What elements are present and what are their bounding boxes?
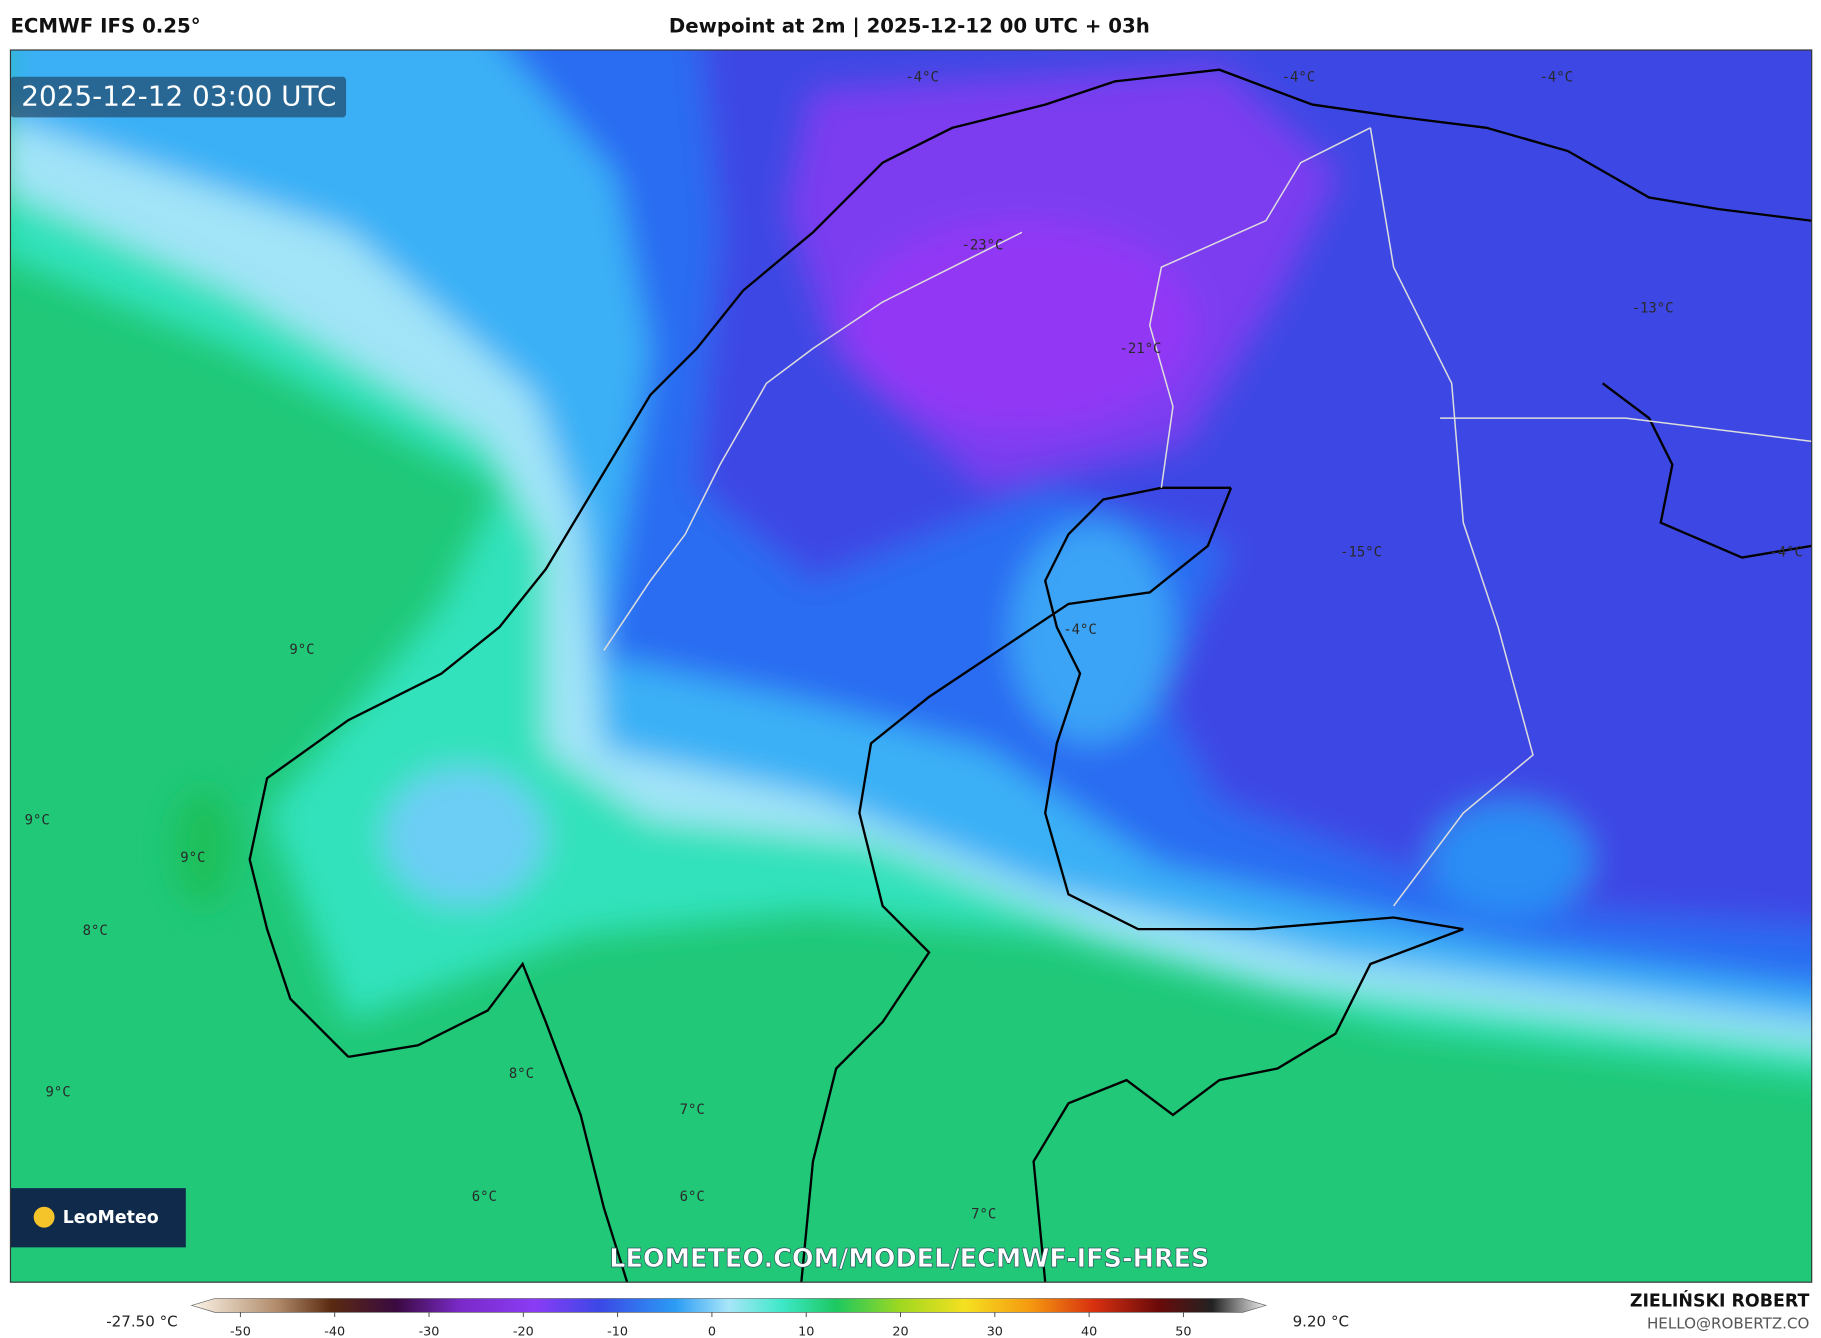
- contour-label: 9°C: [25, 813, 50, 829]
- field-violet: [847, 220, 1197, 430]
- borders: [603, 127, 1812, 907]
- logo-text: LeoMeteo: [63, 1208, 159, 1228]
- field-gulf: [1010, 522, 1173, 744]
- coast-finland: [1043, 486, 1464, 931]
- border-fi-ru: [1369, 127, 1534, 907]
- watermark: LEOMETEO.COM/MODEL/ECMWF-IFS-HRES: [609, 1244, 1209, 1274]
- contour-label: 9°C: [289, 642, 314, 658]
- contour-label: 9°C: [45, 1084, 70, 1100]
- contour-label: 8°C: [83, 923, 108, 939]
- field-mountain: [383, 766, 546, 906]
- colorbar: -50 -40 -30 -20 -10 0 10 20 30 40 50: [190, 1298, 1268, 1338]
- contour-labels: -4°C -4°C -4°C -23°C -21°C -13°C -15°C -4°C -4°C…: [25, 69, 1803, 1222]
- colorbar-tick-label: -30: [419, 1325, 440, 1338]
- map-frame: [9, 49, 1813, 1283]
- contour-label: 7°C: [971, 1206, 996, 1222]
- border-no-se: [603, 231, 1023, 651]
- contour-label: -4°C: [1282, 69, 1316, 85]
- logo-sun: [33, 1206, 55, 1228]
- contour-label: -4°C: [1539, 69, 1573, 85]
- contour-label: -13°C: [1632, 300, 1674, 316]
- colorbar-tick-label: 40: [1081, 1325, 1097, 1338]
- contour-label: -21°C: [1119, 341, 1161, 357]
- coast-baltic: [1032, 928, 1464, 1283]
- coastlines: [248, 68, 1812, 1283]
- coast-sweden-west: [348, 961, 629, 1283]
- field-warm: [174, 789, 233, 906]
- colorbar-tick-label: 20: [892, 1325, 908, 1338]
- email: HELLO@ROBERTZ.CO: [1647, 1315, 1810, 1333]
- coast-whitesea: [1601, 382, 1812, 559]
- field-lake: [1428, 801, 1592, 918]
- colorbar-tick-label: 30: [987, 1325, 1003, 1338]
- coast-north: [248, 68, 1812, 1058]
- colorbar-max: 9.20 °C: [1293, 1312, 1349, 1330]
- contour-label: 8°C: [509, 1066, 534, 1082]
- colorbar-tick-label: 50: [1175, 1325, 1191, 1338]
- colorbar-tick-label: 0: [708, 1325, 716, 1338]
- colorbar-ticks: -50 -40 -30 -20 -10 0 10 20 30 40 50: [230, 1312, 1192, 1338]
- contour-label: 9°C: [180, 850, 205, 866]
- contour-label: 6°C: [472, 1189, 497, 1205]
- colorbar-tick-label: -50: [230, 1325, 251, 1338]
- contour-label: -4°C: [1063, 622, 1097, 638]
- border-fi-se: [1148, 127, 1371, 488]
- contour-label: -15°C: [1340, 544, 1382, 560]
- model-label: ECMWF IFS 0.25°: [10, 15, 200, 38]
- author: ZIELIŃSKI ROBERT: [1630, 1290, 1810, 1312]
- colorbar-ramp: [190, 1298, 1268, 1313]
- colorbar-tick-label: 10: [798, 1325, 814, 1338]
- map-field: -4°C -4°C -4°C -23°C -21°C -13°C -15°C -4°C -4°C…: [10, 49, 1812, 1283]
- valid-time: 2025-12-12 03:00 UTC: [21, 80, 336, 113]
- colorbar-tick-label: -20: [513, 1325, 534, 1338]
- colorbar-tick-label: -40: [324, 1325, 345, 1338]
- colorbar-min: -27.50 °C: [106, 1312, 177, 1330]
- colorbar-tick-label: -10: [607, 1325, 628, 1338]
- contour-label: -4°C: [1769, 544, 1803, 560]
- contour-label: -4°C: [905, 69, 939, 85]
- contour-label: 7°C: [680, 1102, 705, 1118]
- border-internal: [1440, 417, 1812, 443]
- time-box: [10, 76, 347, 118]
- map-title: Dewpoint at 2m | 2025-12-12 00 UTC + 03h: [669, 15, 1150, 38]
- contour-label: 6°C: [680, 1189, 705, 1205]
- contour-label: -23°C: [962, 238, 1004, 254]
- coast-sweden-east: [800, 487, 1233, 1283]
